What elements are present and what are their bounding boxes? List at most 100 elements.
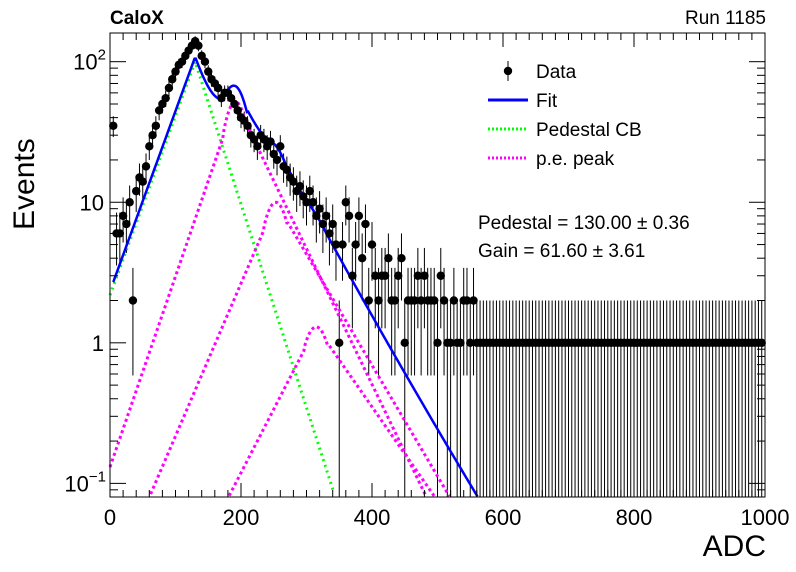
data-point <box>151 121 161 130</box>
data-point <box>315 204 324 213</box>
data-point <box>430 296 439 305</box>
data-point <box>253 142 262 151</box>
data-point <box>351 240 360 249</box>
data-point <box>233 106 242 115</box>
data-point <box>466 338 475 348</box>
data-point <box>364 296 373 305</box>
data-point <box>154 106 164 115</box>
data-point <box>380 271 390 280</box>
data-point <box>394 271 403 280</box>
data-point <box>321 211 331 221</box>
data-point <box>122 219 131 229</box>
pe-peak-curve-2 <box>149 200 451 497</box>
data-point <box>341 198 350 207</box>
data-point <box>204 67 213 76</box>
x-tick-label: 600 <box>485 505 522 530</box>
data-point <box>148 130 157 140</box>
data-point <box>200 57 210 66</box>
data-point <box>194 41 203 50</box>
data-point <box>302 198 311 207</box>
data-point <box>249 135 259 144</box>
fit-result-pedestal: Pedestal = 130.00 ± 0.36 <box>478 213 690 234</box>
data-point <box>118 211 128 221</box>
data-point <box>449 296 459 305</box>
data-point <box>361 219 370 229</box>
data-point <box>390 296 400 305</box>
data-point <box>109 121 118 130</box>
data-point <box>213 83 223 93</box>
x-tick-label: 0 <box>104 505 116 530</box>
data-point <box>308 198 318 207</box>
data-point <box>318 219 328 229</box>
pedestal-cb-curve <box>108 57 336 494</box>
data-point <box>312 211 321 221</box>
data-point <box>161 93 170 103</box>
y-tick-label: 1 <box>92 331 104 356</box>
x-axis-label: ADC <box>702 530 766 563</box>
data-point <box>243 121 252 130</box>
x-tick-label: 400 <box>354 505 391 530</box>
data-point <box>138 177 147 186</box>
data-point <box>371 271 380 280</box>
data-point <box>128 296 138 305</box>
x-tick-label: 200 <box>223 505 260 530</box>
data-point <box>357 253 367 263</box>
data-point <box>145 142 154 151</box>
data-point <box>410 296 419 305</box>
data-point <box>289 177 298 186</box>
data-point <box>125 198 134 207</box>
data-point <box>397 253 406 263</box>
pe-peak-curve-1 <box>108 100 428 497</box>
data-point <box>295 182 305 191</box>
data-point <box>132 186 141 196</box>
data-point <box>305 186 314 196</box>
legend-data-marker <box>503 66 513 76</box>
data-point <box>164 83 174 93</box>
data-point <box>420 271 429 280</box>
data-point <box>354 211 364 221</box>
data-point <box>282 165 292 175</box>
x-tick-label: 800 <box>616 505 653 530</box>
data-point <box>272 155 282 165</box>
data-point <box>456 338 465 348</box>
y-tick-label: 10 <box>80 190 104 215</box>
data-point <box>384 253 393 263</box>
data-point <box>338 240 347 249</box>
y-tick-label: 10−1 <box>64 468 106 496</box>
data-point <box>348 271 357 280</box>
data-point <box>400 338 409 348</box>
data-point <box>416 296 426 305</box>
legend-label: Pedestal CB <box>536 120 642 141</box>
data-point <box>331 240 341 249</box>
data-point <box>344 211 354 221</box>
data-point <box>259 135 269 144</box>
experiment-title: CaloX <box>110 8 164 29</box>
data-point <box>367 240 377 249</box>
y-axis-label: Events <box>8 138 41 230</box>
data-point <box>230 99 239 109</box>
data-point <box>276 142 285 151</box>
legend-label: Data <box>536 62 577 83</box>
data-point <box>328 219 337 229</box>
data-point <box>433 338 442 348</box>
data-point <box>436 271 445 280</box>
legend-label: Fit <box>536 91 558 112</box>
run-label: Run 1185 <box>685 8 766 29</box>
data-point <box>462 296 472 305</box>
data-point <box>266 137 275 146</box>
data-point <box>168 75 177 84</box>
data-point <box>469 296 478 305</box>
data-point <box>141 162 151 171</box>
data-point <box>325 229 334 238</box>
data-point <box>446 338 455 348</box>
data-point <box>374 296 383 305</box>
data-point <box>115 229 125 238</box>
fit-result-gain: Gain = 61.60 ± 3.61 <box>478 241 645 262</box>
data-point <box>439 296 449 305</box>
y-tick-label: 102 <box>73 47 106 75</box>
data-point <box>335 338 344 348</box>
x-tick-label: 1000 <box>741 505 790 530</box>
pe-peak-curve-3 <box>227 325 437 498</box>
data-point <box>171 67 180 76</box>
